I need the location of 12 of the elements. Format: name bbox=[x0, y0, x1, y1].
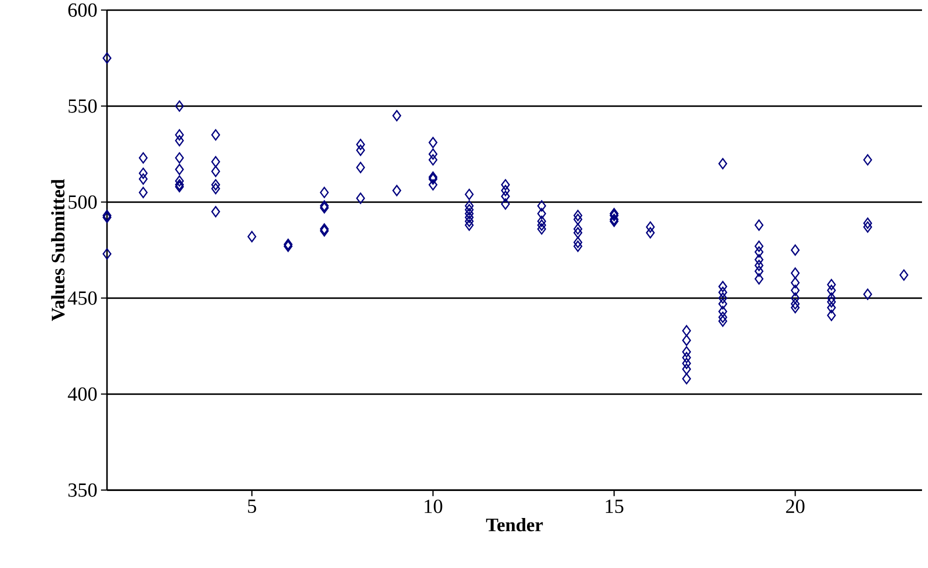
x-tick-label: 15 bbox=[606, 500, 624, 513]
x-tick-label: 10 bbox=[424, 500, 442, 514]
x-tick-label: 20 bbox=[786, 500, 804, 514]
y-tick-label: 350 bbox=[68, 483, 97, 497]
x-tick-label: 5 bbox=[248, 500, 256, 513]
y-tick-label: 400 bbox=[68, 387, 97, 401]
y-tick-label: 600 bbox=[68, 3, 97, 17]
y-axis-title: Values Submitted bbox=[51, 179, 65, 322]
y-tick-label: 550 bbox=[68, 99, 97, 113]
y-tick-label: 450 bbox=[68, 291, 97, 305]
x-axis-title: Tender bbox=[486, 518, 543, 532]
y-tick-label: 500 bbox=[68, 195, 97, 209]
